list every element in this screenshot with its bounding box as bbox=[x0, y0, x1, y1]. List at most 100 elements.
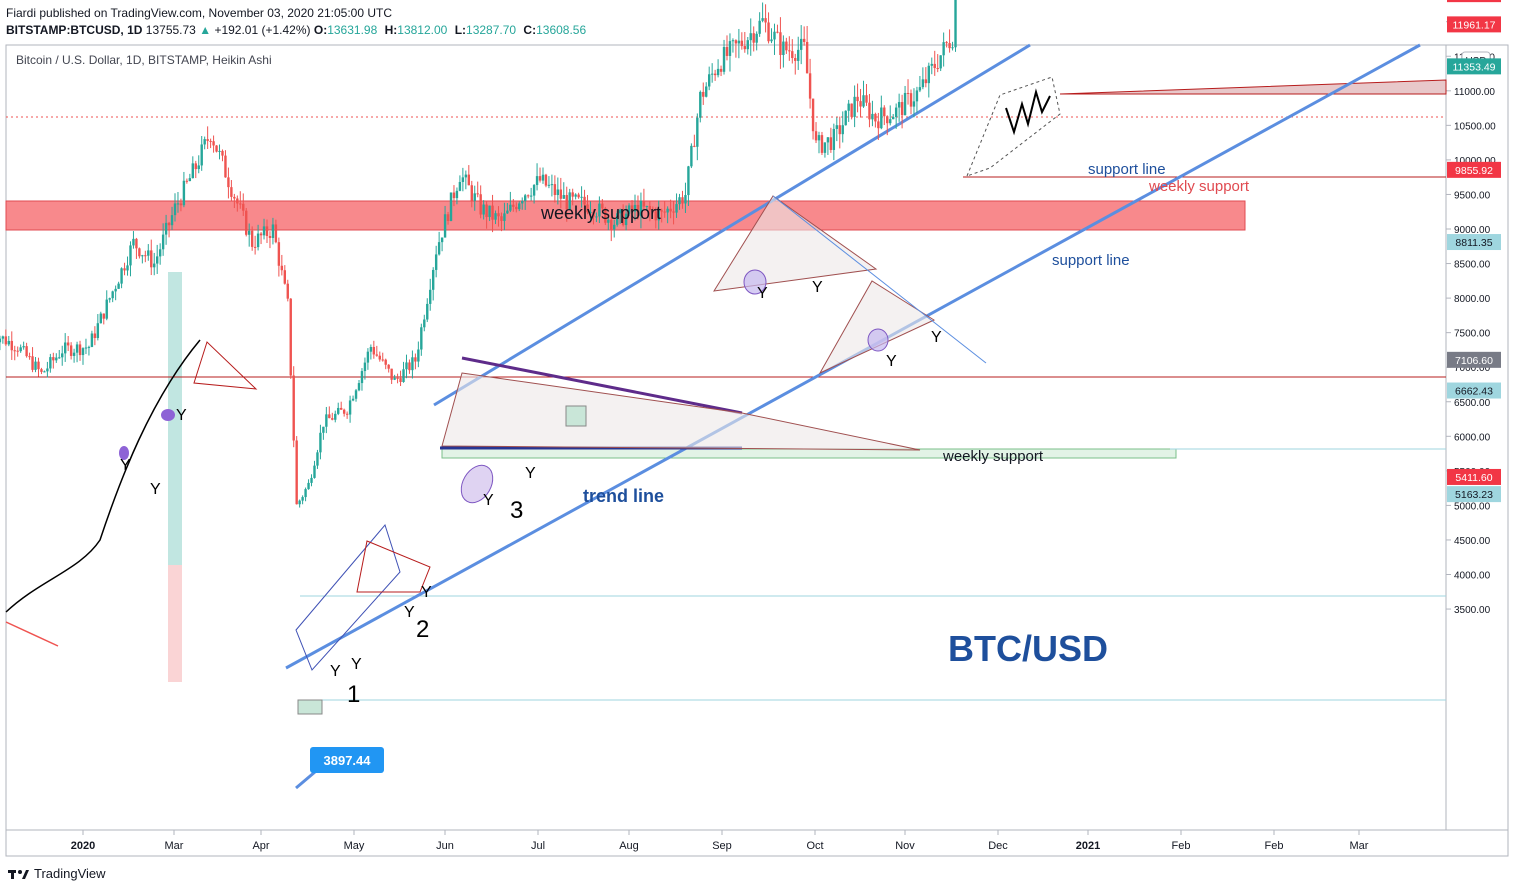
candle-body[interactable] bbox=[506, 210, 509, 214]
candle-body[interactable] bbox=[126, 265, 129, 271]
candle-body[interactable] bbox=[310, 477, 313, 483]
candle-body[interactable] bbox=[645, 205, 649, 207]
candle-body[interactable] bbox=[651, 210, 655, 212]
candle-body[interactable] bbox=[684, 195, 687, 204]
candle-body[interactable] bbox=[657, 210, 660, 221]
candle-body[interactable] bbox=[176, 203, 180, 205]
candle-body[interactable] bbox=[78, 344, 82, 356]
candle-body[interactable] bbox=[808, 73, 812, 99]
candle-body[interactable] bbox=[482, 204, 485, 215]
candle-body[interactable] bbox=[247, 230, 251, 235]
candle-body[interactable] bbox=[34, 361, 37, 370]
candle-body[interactable] bbox=[633, 204, 637, 212]
candle-body[interactable] bbox=[197, 165, 200, 170]
candle-body[interactable] bbox=[437, 242, 441, 255]
candle-body[interactable] bbox=[31, 356, 34, 370]
candle-body[interactable] bbox=[464, 174, 468, 178]
candle-body[interactable] bbox=[903, 92, 907, 116]
time-axis[interactable] bbox=[5, 829, 1509, 857]
candle-body[interactable] bbox=[363, 362, 367, 372]
candle-body[interactable] bbox=[37, 361, 40, 370]
candle-body[interactable] bbox=[666, 208, 669, 213]
candle-body[interactable] bbox=[927, 65, 931, 84]
candle-body[interactable] bbox=[328, 414, 331, 419]
candle-body[interactable] bbox=[889, 119, 892, 124]
candle-body[interactable] bbox=[725, 47, 729, 56]
candle-body[interactable] bbox=[621, 209, 625, 226]
candle-body[interactable] bbox=[81, 348, 85, 356]
candle-body[interactable] bbox=[369, 347, 373, 352]
candle-body[interactable] bbox=[613, 224, 616, 230]
candle-body[interactable] bbox=[434, 254, 438, 270]
candle-body[interactable] bbox=[236, 198, 239, 204]
candle-body[interactable] bbox=[230, 187, 233, 197]
candle-body[interactable] bbox=[325, 414, 328, 427]
candle-body[interactable] bbox=[334, 413, 337, 420]
candle-body[interactable] bbox=[764, 18, 767, 23]
candle-body[interactable] bbox=[853, 96, 856, 117]
candle-body[interactable] bbox=[16, 350, 19, 352]
candle-body[interactable] bbox=[696, 117, 699, 147]
candle-body[interactable] bbox=[271, 224, 275, 238]
candle-body[interactable] bbox=[939, 55, 942, 69]
candle-body[interactable] bbox=[277, 242, 281, 266]
candle-body[interactable] bbox=[429, 289, 432, 304]
candle-body[interactable] bbox=[669, 208, 672, 212]
candle-body[interactable] bbox=[120, 268, 123, 284]
candle-body[interactable] bbox=[886, 116, 889, 124]
candle-body[interactable] bbox=[663, 211, 666, 213]
candle-body[interactable] bbox=[526, 195, 530, 197]
candle-body[interactable] bbox=[859, 101, 862, 107]
candle-body[interactable] bbox=[144, 255, 147, 257]
candle-body[interactable] bbox=[737, 40, 741, 44]
candle-body[interactable] bbox=[586, 204, 589, 213]
candle-body[interactable] bbox=[387, 364, 390, 369]
candle-body[interactable] bbox=[749, 33, 752, 41]
candle-body[interactable] bbox=[862, 95, 865, 107]
candle-body[interactable] bbox=[402, 369, 405, 382]
candle-body[interactable] bbox=[440, 237, 444, 243]
candle-body[interactable] bbox=[90, 333, 94, 347]
candle-body[interactable] bbox=[734, 40, 738, 44]
candle-body[interactable] bbox=[559, 189, 563, 199]
candle-body[interactable] bbox=[443, 214, 447, 238]
candle-body[interactable] bbox=[262, 226, 266, 236]
candle-body[interactable] bbox=[7, 340, 11, 345]
candle-body[interactable] bbox=[414, 357, 417, 362]
candle-body[interactable] bbox=[835, 125, 839, 129]
candle-body[interactable] bbox=[897, 102, 901, 108]
candle-body[interactable] bbox=[589, 211, 592, 213]
candle-body[interactable] bbox=[431, 269, 435, 290]
candle-body[interactable] bbox=[405, 362, 408, 370]
candle-body[interactable] bbox=[239, 203, 242, 205]
candle-body[interactable] bbox=[117, 283, 120, 289]
candle-body[interactable] bbox=[660, 210, 663, 212]
candle-body[interactable] bbox=[114, 288, 117, 292]
candle-body[interactable] bbox=[547, 184, 551, 186]
candle-body[interactable] bbox=[331, 418, 334, 420]
candle-body[interactable] bbox=[532, 185, 536, 196]
candle-body[interactable] bbox=[865, 95, 868, 103]
candle-body[interactable] bbox=[752, 33, 755, 43]
candle-body[interactable] bbox=[215, 145, 218, 152]
candle-body[interactable] bbox=[868, 102, 871, 120]
candle-body[interactable] bbox=[19, 347, 22, 352]
candle-body[interactable] bbox=[105, 299, 108, 319]
candle-body[interactable] bbox=[393, 377, 396, 380]
candle-body[interactable] bbox=[687, 166, 690, 196]
candle-body[interactable] bbox=[455, 190, 459, 199]
candle-body[interactable] bbox=[265, 226, 269, 236]
candle-body[interactable] bbox=[188, 178, 192, 182]
candle-body[interactable] bbox=[52, 357, 55, 361]
candle-body[interactable] bbox=[375, 354, 379, 356]
candle-body[interactable] bbox=[690, 145, 693, 167]
candle-body[interactable] bbox=[470, 185, 473, 201]
candle-body[interactable] bbox=[135, 238, 138, 249]
candle-body[interactable] bbox=[847, 103, 850, 111]
candle-body[interactable] bbox=[954, 0, 957, 48]
candle-body[interactable] bbox=[639, 200, 643, 217]
candle-body[interactable] bbox=[43, 371, 46, 373]
candle-body[interactable] bbox=[245, 210, 248, 235]
candle-body[interactable] bbox=[883, 107, 886, 117]
candle-body[interactable] bbox=[420, 327, 423, 350]
